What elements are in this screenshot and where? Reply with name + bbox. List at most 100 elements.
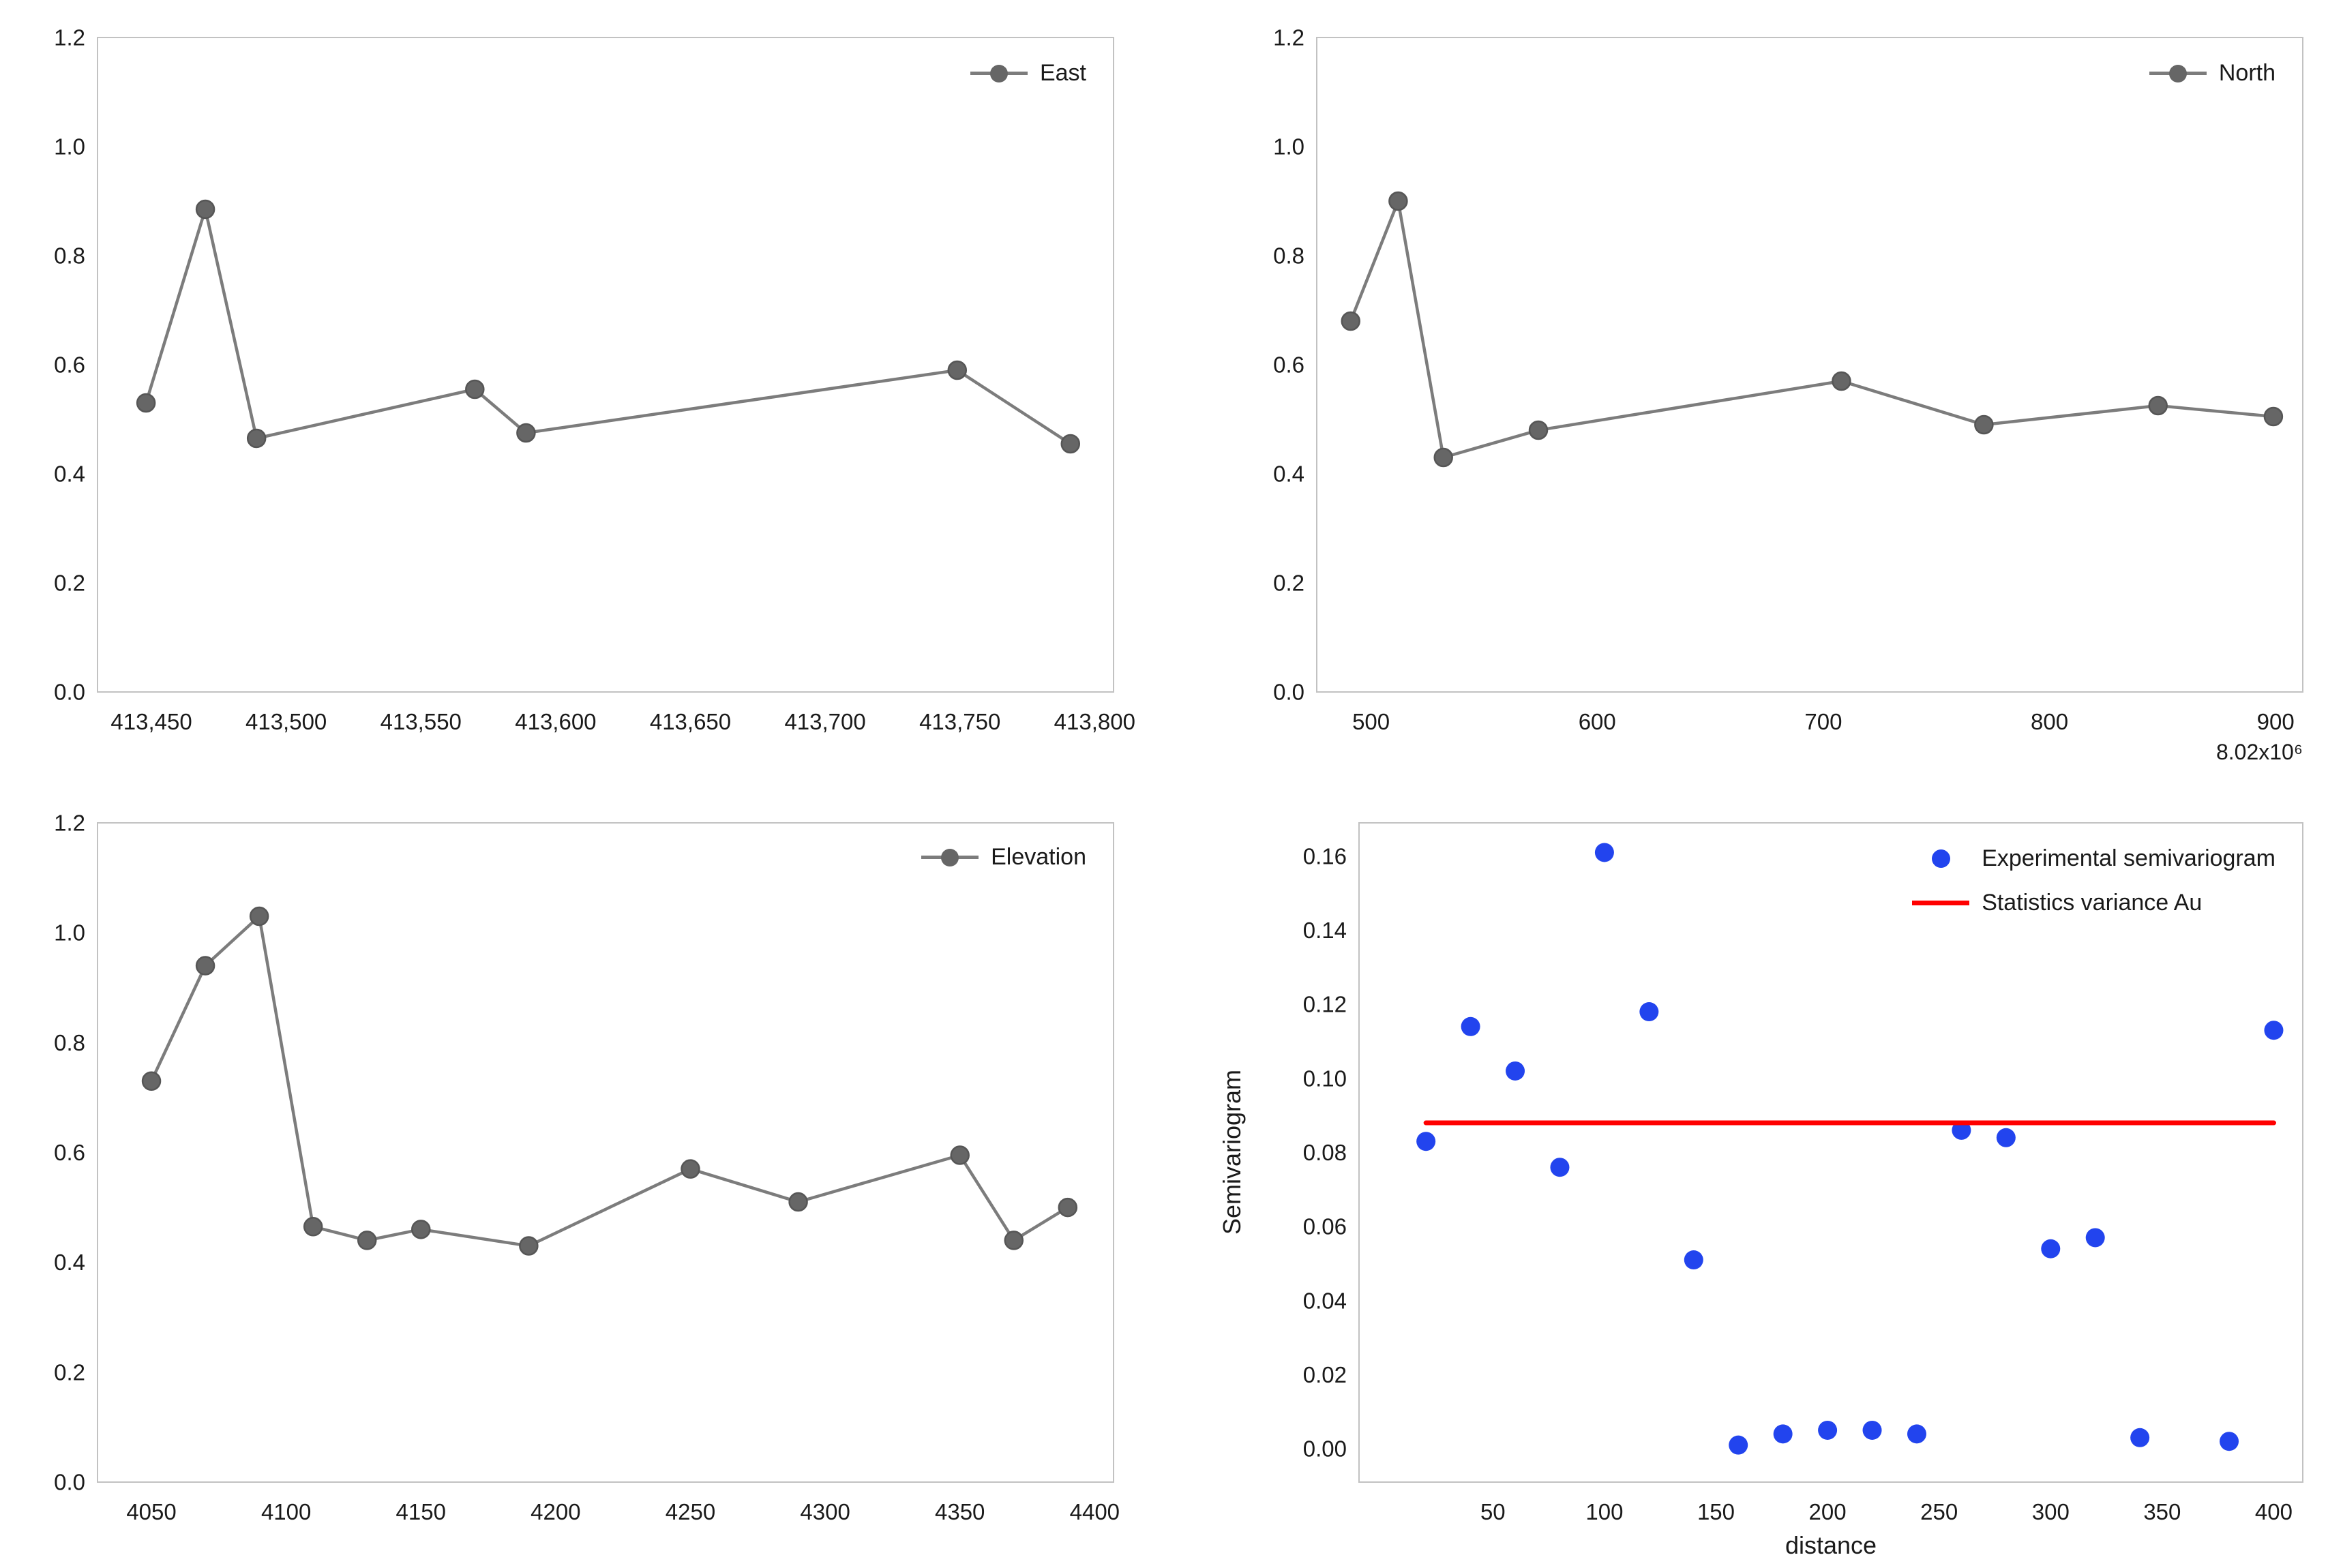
plot-frame bbox=[97, 822, 1114, 1483]
x-tick-label: 413,500 bbox=[245, 709, 327, 734]
x-tick-label: 4200 bbox=[531, 1499, 580, 1524]
data-point bbox=[1974, 414, 1994, 435]
legend-label: Statistics variance Au bbox=[1982, 890, 2203, 916]
y-tick-label: 0.0 bbox=[54, 1470, 85, 1495]
y-tick-label: 0.6 bbox=[54, 352, 85, 378]
x-axis-title: distance bbox=[1785, 1531, 1877, 1559]
data-point bbox=[950, 1145, 970, 1165]
semivariogram-scatter-chart: 50 100 150 200 250 300 350 400 0.00 0.02 0.04 0.06 0… bbox=[1303, 822, 2303, 1524]
y-tick-label: 0.10 bbox=[1303, 1066, 1347, 1091]
x-tick-label: 100 bbox=[1585, 1499, 1623, 1524]
data-point bbox=[2263, 406, 2284, 427]
x-tick-label: 900 bbox=[2257, 709, 2295, 734]
dot-swatch-icon bbox=[1912, 849, 1969, 868]
data-point bbox=[2264, 1021, 2284, 1040]
data-point bbox=[1862, 1420, 1882, 1440]
data-point bbox=[2085, 1228, 2105, 1248]
x-tick-label: 413,700 bbox=[784, 709, 865, 734]
y-tick-label: 0.04 bbox=[1303, 1288, 1347, 1313]
x-tick-label: 4350 bbox=[935, 1499, 985, 1524]
legend-label: Elevation bbox=[991, 844, 1086, 870]
y-tick-label: 1.2 bbox=[54, 811, 85, 836]
y-axis-title: Semivariogram bbox=[1218, 1069, 1246, 1235]
data-point bbox=[1684, 1250, 1703, 1270]
legend-label: East bbox=[1039, 60, 1086, 86]
y-tick-label: 0.8 bbox=[1273, 243, 1304, 269]
y-tick-label: 0.4 bbox=[54, 1250, 85, 1275]
data-point bbox=[303, 1217, 323, 1237]
data-point bbox=[2041, 1239, 2061, 1258]
series-elevation bbox=[141, 906, 1078, 1256]
x-tick-label: 400 bbox=[2255, 1499, 2293, 1524]
legend-label: Experimental semivariogram bbox=[1982, 845, 2275, 871]
x-tick-label: 500 bbox=[1352, 709, 1390, 734]
y-tick-label: 0.02 bbox=[1303, 1362, 1347, 1387]
line-marker-swatch-icon bbox=[2149, 64, 2207, 82]
series-experimental-semivariogram bbox=[1416, 843, 2284, 1455]
y-tick-label: 0.2 bbox=[54, 1359, 85, 1385]
x-tick-label: 413,750 bbox=[919, 709, 1000, 734]
y-tick-label: 0.8 bbox=[54, 243, 85, 269]
x-tick-label: 600 bbox=[1579, 709, 1616, 734]
data-point bbox=[947, 360, 968, 380]
x-tick-label: 4300 bbox=[800, 1499, 850, 1524]
data-point bbox=[195, 199, 215, 220]
elevation-line-chart: 4050 4100 4150 4200 4250 4300 4350 4400 0.0 0.2 0.… bbox=[54, 811, 1120, 1524]
y-tick-label: 0.4 bbox=[1273, 462, 1304, 487]
data-point bbox=[1060, 434, 1081, 454]
x-tick-label: 300 bbox=[2032, 1499, 2070, 1524]
plot-frame bbox=[97, 37, 1114, 693]
data-point bbox=[1773, 1424, 1793, 1444]
y-tick-label: 0.14 bbox=[1303, 918, 1347, 943]
x-tick-label: 150 bbox=[1697, 1499, 1735, 1524]
x-tick-label: 4150 bbox=[396, 1499, 446, 1524]
x-tick-label: 350 bbox=[2143, 1499, 2181, 1524]
data-point bbox=[465, 379, 485, 399]
series-east bbox=[136, 199, 1081, 454]
data-point bbox=[516, 423, 536, 443]
data-point bbox=[141, 1071, 162, 1091]
x-axis-offset-label: 8.02x10⁶ bbox=[2215, 740, 2303, 764]
data-point bbox=[195, 956, 215, 976]
data-point bbox=[411, 1220, 431, 1239]
x-tick-label: 413,650 bbox=[650, 709, 731, 734]
data-point bbox=[1058, 1197, 1078, 1218]
data-point bbox=[1461, 1016, 1480, 1036]
line-marker-swatch-icon bbox=[970, 64, 1028, 82]
x-tick-label: 50 bbox=[1480, 1499, 1506, 1524]
chart-panel-north: 500 600 700 800 900 0.0 0.2 0.4 0.6 0.8 1.0 1.2 Nor… bbox=[1164, 0, 2328, 784]
x-tick-label: 700 bbox=[1804, 709, 1842, 734]
data-point bbox=[1388, 191, 1408, 211]
data-point bbox=[1594, 843, 1614, 862]
x-tick-label: 413,450 bbox=[110, 709, 192, 734]
data-point bbox=[1416, 1132, 1436, 1151]
legend-item-north: North bbox=[2149, 60, 2275, 87]
y-tick-label: 0.08 bbox=[1303, 1140, 1347, 1165]
y-tick-label: 0.06 bbox=[1303, 1214, 1347, 1239]
y-tick-label: 1.0 bbox=[54, 920, 85, 946]
x-tick-label: 4050 bbox=[126, 1499, 176, 1524]
y-tick-label: 1.2 bbox=[1273, 25, 1304, 50]
data-point bbox=[1550, 1158, 1570, 1177]
y-tick-label: 0.2 bbox=[1273, 571, 1304, 596]
data-point bbox=[136, 393, 156, 413]
data-point bbox=[1818, 1420, 1838, 1440]
x-tick-label: 4400 bbox=[1070, 1499, 1120, 1524]
data-point bbox=[1506, 1061, 1525, 1081]
y-tick-label: 0.00 bbox=[1303, 1436, 1347, 1462]
y-tick-label: 1.0 bbox=[54, 134, 85, 160]
data-point bbox=[1907, 1424, 1926, 1444]
y-tick-label: 0.2 bbox=[54, 571, 85, 596]
legend-elevation: Elevation bbox=[921, 844, 1086, 871]
legend-north: North bbox=[2149, 60, 2275, 87]
legend-east: East bbox=[970, 60, 1086, 87]
x-tick-label: 413,800 bbox=[1054, 709, 1135, 734]
data-point bbox=[249, 906, 269, 926]
data-point bbox=[1729, 1435, 1748, 1455]
legend-item-statistics-variance-au: Statistics variance Au bbox=[1912, 890, 2275, 916]
data-point bbox=[1433, 447, 1453, 468]
y-tick-label: 0.6 bbox=[54, 1140, 85, 1165]
line-marker-swatch-icon bbox=[921, 848, 979, 866]
data-point bbox=[681, 1159, 700, 1179]
chart-panel-semivariogram: 50 100 150 200 250 300 350 400 0.00 0.02 0.04 0.06 0… bbox=[1164, 784, 2328, 1568]
